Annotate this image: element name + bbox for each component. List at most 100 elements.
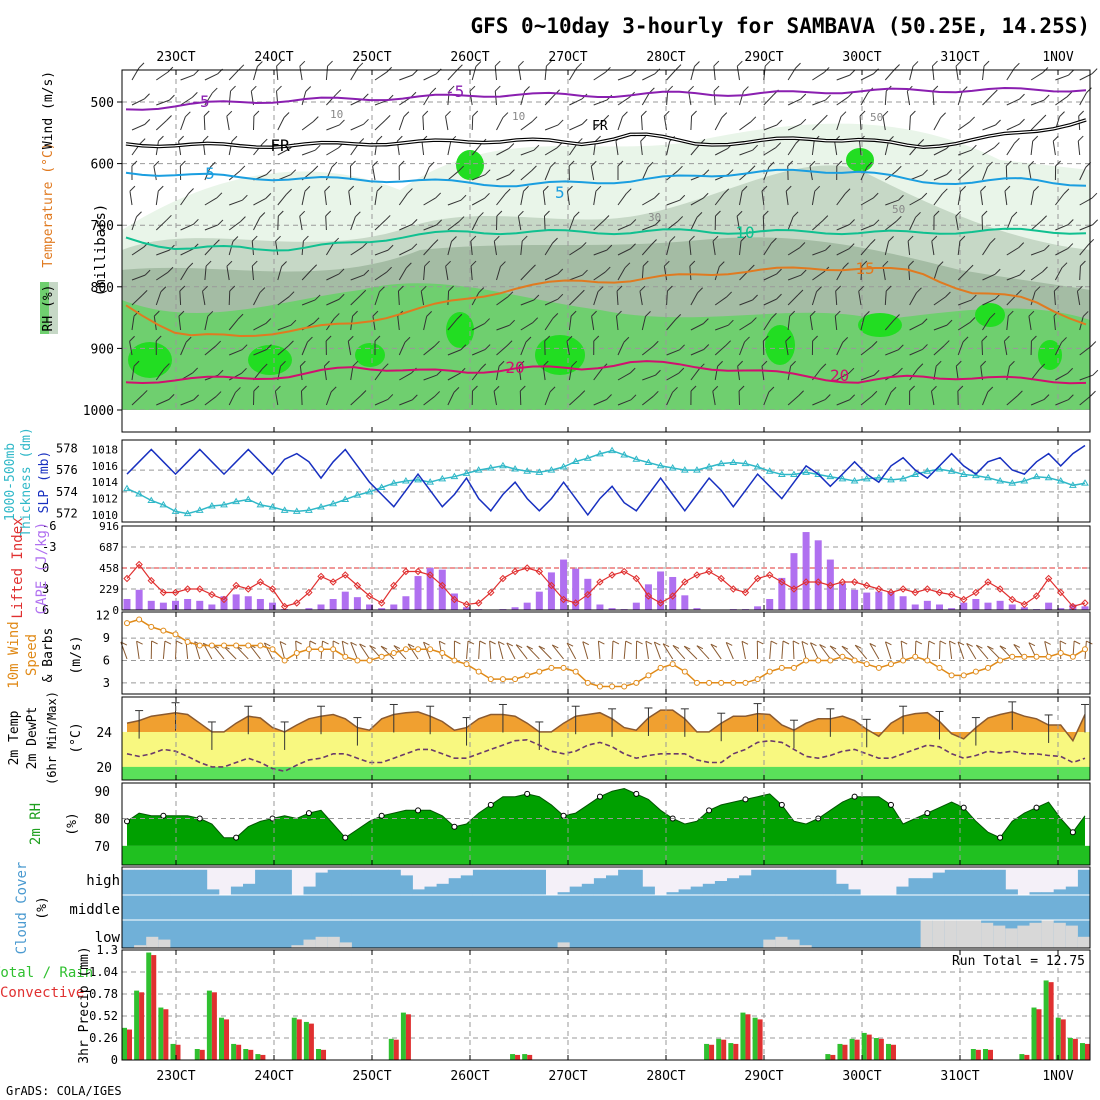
- cloud-low-bar: [1077, 936, 1091, 948]
- wind-barb-flag: [959, 235, 966, 242]
- lifted-index-marker: [717, 574, 725, 583]
- thickness-marker: [559, 462, 568, 470]
- precip-convective-bar: [721, 1039, 727, 1060]
- surface-barb-flag: [957, 641, 965, 646]
- precip-convective-bar: [1072, 1038, 1078, 1060]
- wind-barb: [690, 115, 693, 131]
- wind-barb-flag: [652, 390, 659, 397]
- wind-barb-flag: [727, 319, 734, 326]
- rh-high-patch-7: [975, 303, 1005, 327]
- wind-barb: [982, 147, 995, 156]
- cloud-high-bar: [618, 869, 631, 895]
- wind-speed-marker: [924, 657, 931, 664]
- wind-barb: [423, 244, 434, 256]
- cloud-middle-bar: [557, 895, 571, 920]
- cloud-low-bar: [763, 939, 776, 948]
- surface-barb-flag: [566, 642, 574, 647]
- cloud-middle-bar: [860, 895, 873, 920]
- precip-convective-bar: [1036, 1009, 1042, 1060]
- wind-barb: [666, 241, 671, 256]
- wind-barb: [496, 266, 501, 281]
- cloud-low-bg: [412, 920, 425, 948]
- wind-speed-marker: [281, 657, 288, 664]
- wind-barb-flag: [518, 60, 524, 67]
- wind-barb-flag: [797, 289, 804, 296]
- thickness-marker: [947, 467, 956, 474]
- wind-barb-flag: [166, 115, 172, 121]
- wind-barb-flag: [403, 111, 410, 118]
- wind-barb: [1055, 96, 1068, 106]
- rh2m-marker: [924, 810, 931, 817]
- wind-barb: [593, 191, 597, 206]
- wind-barb: [1030, 99, 1045, 106]
- wind-barb-flag: [217, 219, 224, 226]
- wind-barb: [1030, 72, 1044, 81]
- side-label-cape: CAPE (J/kg): [34, 522, 50, 615]
- surface-barb: [611, 640, 614, 659]
- rh2m-marker: [233, 834, 240, 841]
- surface-barb: [741, 641, 746, 660]
- cloud-middle-bar: [376, 895, 389, 920]
- cloud-low-bar: [557, 942, 571, 948]
- wind-barb: [763, 273, 777, 281]
- wind-barb-flag: [663, 260, 670, 267]
- surface-barb-flag: [342, 640, 349, 645]
- wind-barb-flag: [723, 188, 730, 195]
- wind-barb: [471, 292, 480, 306]
- lifted-index-marker: [305, 588, 313, 597]
- wind-barb-flag: [338, 268, 345, 275]
- cloud-high-bar: [811, 869, 825, 895]
- wind-barb-flag: [1034, 286, 1041, 292]
- wind-barb: [690, 292, 699, 306]
- thickness-tick-label: 572: [56, 507, 78, 521]
- cloud-high-bar: [896, 886, 909, 895]
- wind-barb: [763, 298, 777, 306]
- wind-speed-marker: [427, 646, 434, 653]
- thickness-marker: [256, 500, 265, 508]
- cape-bar: [353, 597, 361, 610]
- wind-barb: [812, 399, 826, 406]
- wind-barb-flag: [909, 385, 915, 392]
- wind-barb-flag: [276, 60, 282, 67]
- wind-barb: [325, 391, 332, 406]
- wind-barb-flag: [387, 244, 394, 251]
- wind-barb: [326, 147, 339, 156]
- lifted-tick-label: 3: [42, 582, 49, 596]
- wind-barb-flag: [655, 369, 661, 376]
- rh2m-tick-label: 70: [94, 840, 110, 855]
- cloud-low-bg: [727, 920, 740, 948]
- temp-tick-label: 20: [96, 761, 112, 776]
- lifted-index-marker: [183, 585, 192, 593]
- lifted-index-marker: [814, 578, 822, 586]
- cloud-low-bar: [1017, 925, 1030, 948]
- wind-barb-flag: [288, 291, 295, 298]
- wind-barb: [957, 269, 969, 281]
- wind-barb-flag: [717, 360, 723, 367]
- wind-speed-marker: [657, 664, 664, 671]
- wind-barb: [131, 316, 135, 331]
- cloud-low-bg: [364, 920, 377, 948]
- cape-bar: [996, 600, 1004, 610]
- wind-barb-flag: [290, 319, 297, 326]
- wind-barb-flag: [955, 360, 962, 367]
- wind-barb-flag: [809, 310, 816, 317]
- wind-barb: [836, 248, 850, 256]
- wind-barb-flag: [776, 268, 782, 275]
- wind-barb-flag: [502, 112, 509, 118]
- surface-barb: [597, 640, 601, 660]
- wind-barb: [423, 166, 430, 181]
- wind-barb-flag: [616, 285, 623, 292]
- wind-barb: [180, 267, 189, 281]
- wind-barb-flag: [339, 119, 345, 126]
- wind-barb: [447, 91, 450, 106]
- cloud-low-bar: [146, 936, 159, 948]
- wind-barb-flag: [286, 188, 292, 195]
- wind-barb: [858, 291, 862, 306]
- cloud-low-bg: [545, 920, 559, 948]
- wind-barb: [955, 216, 959, 231]
- wind-speed-marker: [257, 642, 264, 649]
- wind-barb: [1006, 316, 1009, 331]
- lifted-index-marker: [705, 567, 713, 576]
